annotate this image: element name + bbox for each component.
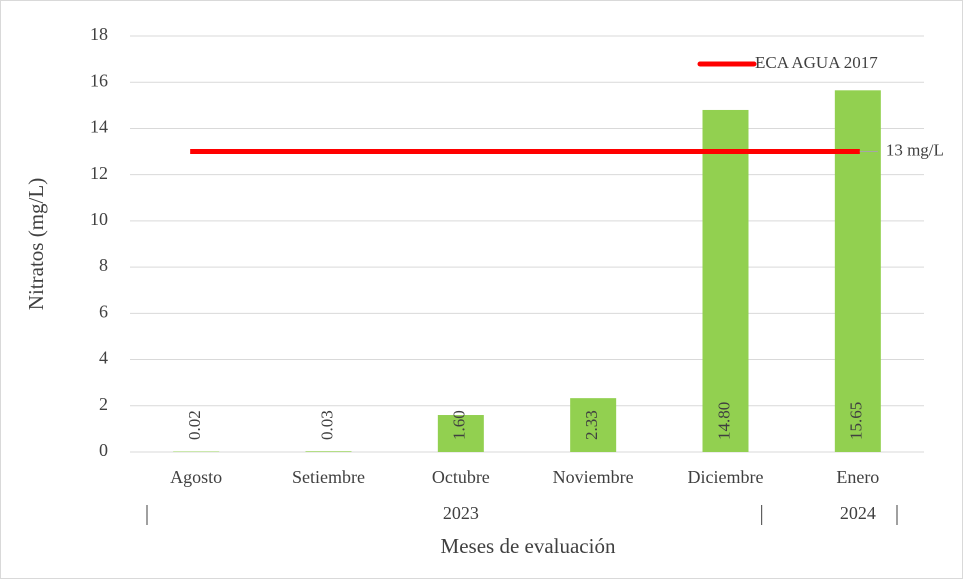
- y-tick-label: 12: [90, 163, 108, 183]
- y-tick-label: 8: [99, 255, 108, 275]
- data-label: 0.03: [317, 410, 336, 440]
- bar: [305, 451, 352, 452]
- y-axis-title: Nitratos (mg/L): [24, 178, 48, 310]
- y-tick-label: 2: [99, 394, 108, 414]
- data-label: 1.60: [450, 410, 469, 440]
- x-tick-label: Agosto: [170, 467, 222, 487]
- x-tick-label: Octubre: [432, 467, 490, 487]
- group-label: 2023: [443, 503, 479, 523]
- x-tick-label: Setiembre: [292, 467, 365, 487]
- y-tick-label: 10: [90, 209, 108, 229]
- data-label: 14.80: [714, 402, 733, 440]
- bar: [437, 415, 484, 452]
- y-tick-label: 18: [90, 24, 108, 44]
- x-tick-label: Enero: [836, 467, 879, 487]
- y-tick-label: 4: [99, 348, 108, 368]
- legend-label: ECA AGUA 2017: [755, 53, 878, 72]
- group-label: 2024: [840, 503, 876, 523]
- y-tick-label: 14: [90, 117, 108, 137]
- data-label: 15.65: [847, 402, 866, 440]
- data-label: 0.02: [185, 410, 204, 440]
- bar: [570, 398, 617, 452]
- y-tick-label: 16: [90, 70, 108, 90]
- data-label: 2.33: [582, 410, 601, 440]
- bar: [702, 109, 749, 452]
- y-tick-label: 6: [99, 301, 108, 321]
- x-axis-title: Meses de evaluación: [441, 534, 616, 558]
- y-tick-label: 0: [99, 440, 108, 460]
- x-tick-label: Diciembre: [688, 467, 764, 487]
- reference-label: 13 mg/L: [886, 140, 944, 159]
- x-tick-label: Noviembre: [553, 467, 634, 487]
- bar: [834, 90, 881, 453]
